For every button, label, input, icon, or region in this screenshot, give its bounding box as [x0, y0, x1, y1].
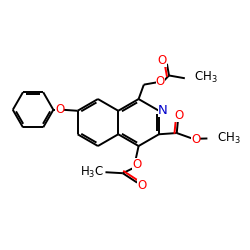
Text: O: O	[137, 179, 146, 192]
Text: CH$_3$: CH$_3$	[217, 131, 240, 146]
Text: N: N	[158, 104, 168, 117]
Text: O: O	[156, 75, 165, 88]
Text: O: O	[158, 54, 167, 66]
Text: O: O	[55, 103, 64, 116]
Text: H$_3$C: H$_3$C	[80, 164, 104, 180]
Text: O: O	[132, 158, 141, 171]
Text: CH$_3$: CH$_3$	[194, 70, 218, 85]
Text: O: O	[191, 133, 200, 146]
Text: O: O	[174, 109, 184, 122]
